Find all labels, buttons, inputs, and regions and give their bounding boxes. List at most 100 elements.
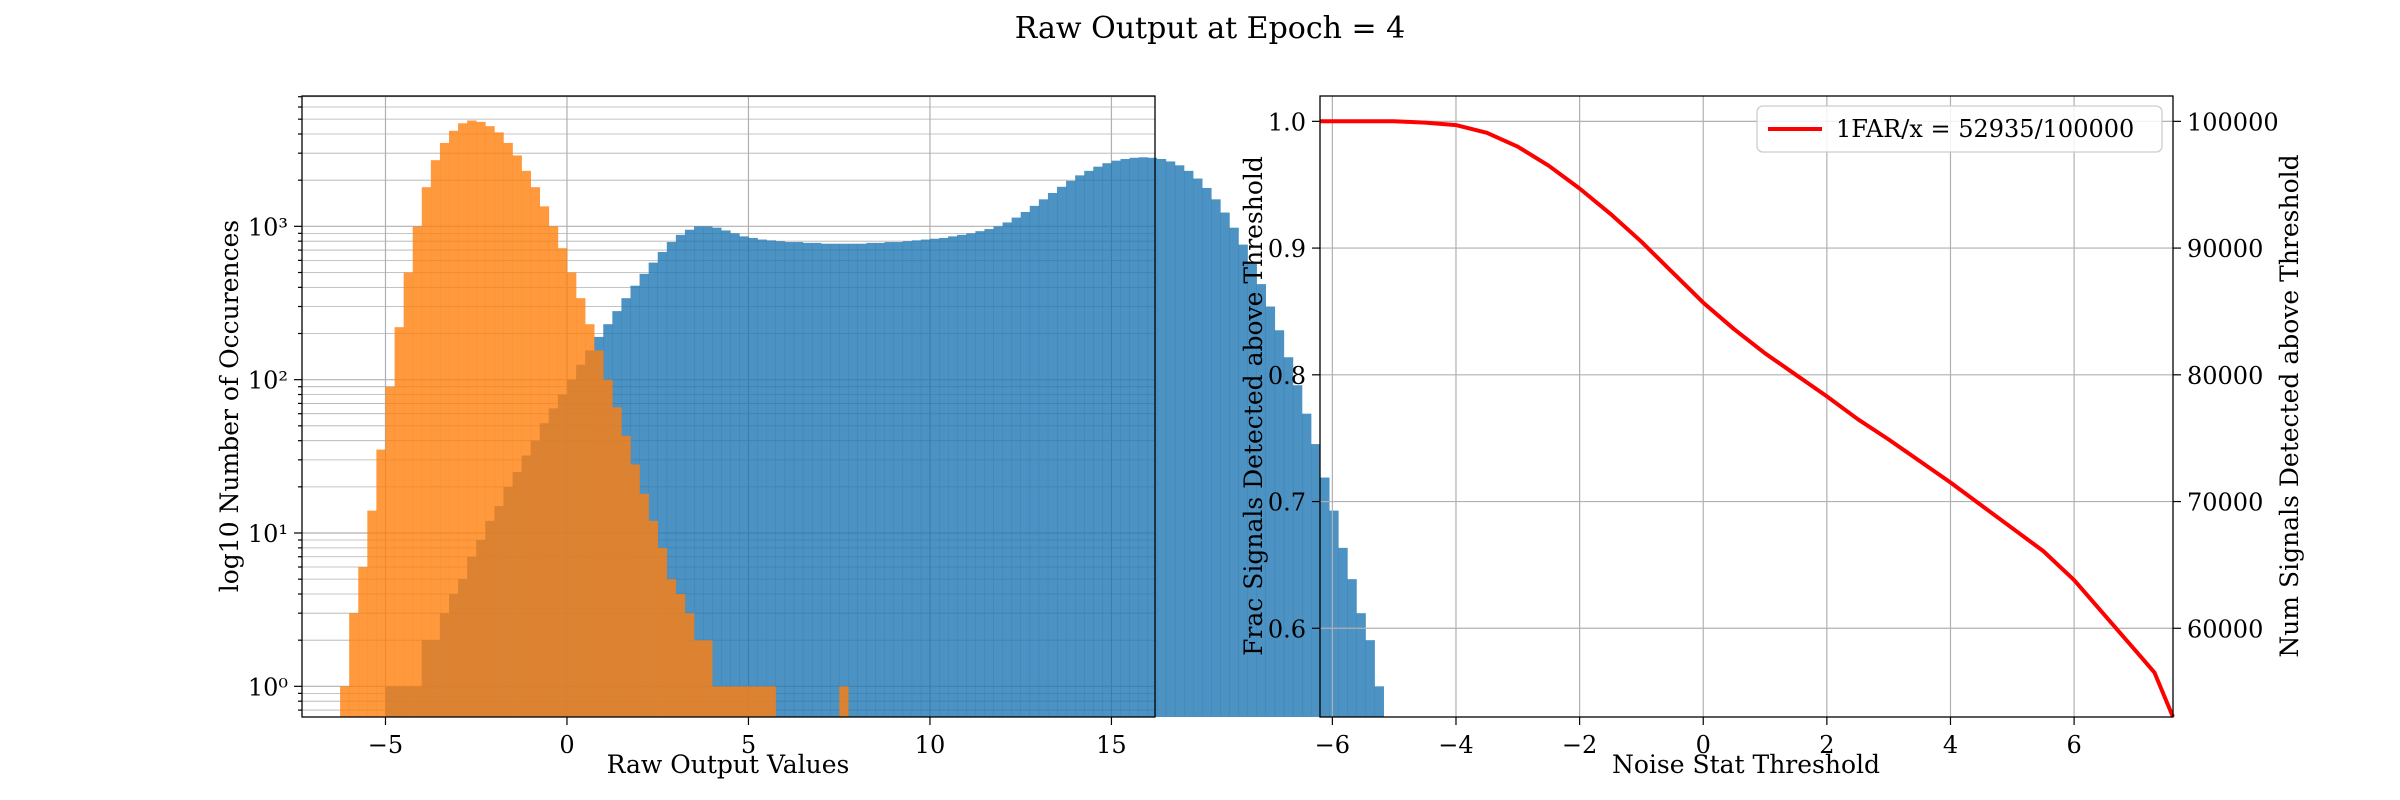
histogram-bar <box>467 120 477 717</box>
histogram-bar <box>385 386 395 717</box>
histogram-bar <box>1283 357 1294 717</box>
histogram-bar <box>1093 166 1103 717</box>
histogram-bar <box>1056 186 1067 717</box>
histogram-bar <box>458 123 468 718</box>
histogram-bar <box>1111 160 1121 717</box>
histogram-y-tick-label: 10² <box>248 367 288 395</box>
histogram-bar <box>1292 385 1303 717</box>
histogram-bar <box>367 510 377 717</box>
histogram-bar <box>839 243 849 717</box>
curve-y-tick-label: 0.8 <box>1268 362 1306 390</box>
histogram-x-axis-label: Raw Output Values <box>607 750 850 779</box>
histogram-bar <box>675 594 686 717</box>
histogram-bar <box>875 242 885 717</box>
histogram-bar <box>694 640 704 717</box>
histogram-bar <box>902 241 913 717</box>
histogram-bar <box>703 226 713 718</box>
histogram-bar <box>775 241 786 717</box>
histogram-x-tick-label: 5 <box>741 731 756 759</box>
detection-curve-panel: −6 −4 −2 0 2 4 6 0.6 0.7 0.8 0.9 1.0 60000 70000 80000… <box>1239 95 2304 779</box>
histogram-bar <box>675 234 686 717</box>
curve-y-tick-label: 1.0 <box>1268 108 1306 136</box>
histogram-bar <box>1338 547 1348 717</box>
histogram-bar <box>1193 178 1203 718</box>
histogram-bar <box>684 229 695 717</box>
histogram-bar <box>412 226 423 718</box>
histogram-bar <box>766 686 776 717</box>
figure-title: Raw Output at Epoch = 4 <box>1015 11 1406 46</box>
histogram-bar <box>1220 212 1230 717</box>
histogram-bar <box>802 242 813 717</box>
detection-curve-line <box>1320 119 2175 718</box>
histogram-bar <box>739 686 749 717</box>
histogram-bar <box>449 130 459 718</box>
curve-x-tick-label: −2 <box>1562 731 1597 759</box>
histogram-bar <box>821 243 831 717</box>
histogram-bar <box>585 324 595 717</box>
histogram-y-tick-label: 10³ <box>248 213 288 241</box>
histogram-bar <box>1147 157 1158 717</box>
curve-right-tick-label: 70000 <box>2187 489 2263 517</box>
histogram-bar <box>566 272 577 717</box>
histogram-bar <box>929 238 940 717</box>
legend-box <box>1756 105 2163 153</box>
histogram-x-tick-label: 15 <box>1096 731 1127 759</box>
histogram-bar <box>1120 158 1130 717</box>
histogram-bar <box>621 435 631 717</box>
histogram-bar <box>730 233 740 717</box>
curve-x-tick-label: 0 <box>1696 731 1711 759</box>
histogram-bar <box>485 126 495 718</box>
histogram-bar <box>975 231 985 717</box>
histogram-bar <box>439 142 450 718</box>
histogram-bar <box>1075 175 1085 717</box>
histogram-bar <box>1047 192 1058 718</box>
histogram-bar <box>630 464 640 717</box>
histogram-x-tick-label: 0 <box>559 731 574 759</box>
histogram-y-tick-label: 10¹ <box>248 520 288 548</box>
histogram-bar <box>684 613 695 717</box>
histogram-y-tick-label: 10⁰ <box>248 673 288 701</box>
histogram-bar <box>1238 244 1248 717</box>
curve-y-tick-label: 0.6 <box>1268 615 1306 643</box>
histogram-bar <box>966 233 976 717</box>
legend-label: 1FAR/x = 52935/100000 <box>1836 115 2134 143</box>
histogram-bar <box>948 236 958 718</box>
histogram-bar <box>576 298 586 717</box>
histogram-bar <box>1011 217 1021 718</box>
histogram-bar <box>911 240 922 717</box>
curve-x-tick-label: 4 <box>1943 731 1958 759</box>
histogram-bar <box>939 237 949 717</box>
curve-frame <box>1319 95 2174 718</box>
histogram-bar <box>403 272 414 717</box>
histogram-bar <box>730 686 740 717</box>
histogram-bar <box>1029 205 1040 717</box>
curve-series <box>1320 119 2175 718</box>
histogram-bar <box>1066 180 1076 717</box>
histogram-bar <box>748 237 758 717</box>
histogram-bar <box>1020 212 1031 718</box>
histogram-bar <box>430 160 441 717</box>
histogram-bar <box>1229 227 1239 718</box>
histogram-bar <box>1211 199 1221 718</box>
histogram-bar <box>857 243 867 717</box>
histogram-bar <box>811 242 822 717</box>
histogram-bar <box>766 240 776 717</box>
histogram-bar <box>793 242 804 717</box>
histogram-bar <box>721 686 731 717</box>
curve-x-tick-label: −4 <box>1438 731 1473 759</box>
histogram-bar <box>548 226 559 718</box>
curve-ticks: −6 −4 −2 0 2 4 6 0.6 0.7 0.8 0.9 1.0 60000 70000 80000… <box>1268 108 2279 759</box>
histogram-bar <box>757 686 767 717</box>
histogram-bar <box>639 493 649 717</box>
histogram-bar <box>349 613 359 717</box>
histogram-bar <box>1374 686 1384 717</box>
histogram-bar <box>1102 163 1112 717</box>
histogram-bar <box>358 567 368 717</box>
histogram-bar <box>612 407 622 717</box>
curve-grid <box>1320 96 2173 717</box>
histogram-bar <box>1265 306 1276 717</box>
histogram-x-tick-label: −5 <box>368 731 403 759</box>
histogram-bar <box>957 234 967 717</box>
histogram-bar <box>394 327 404 717</box>
